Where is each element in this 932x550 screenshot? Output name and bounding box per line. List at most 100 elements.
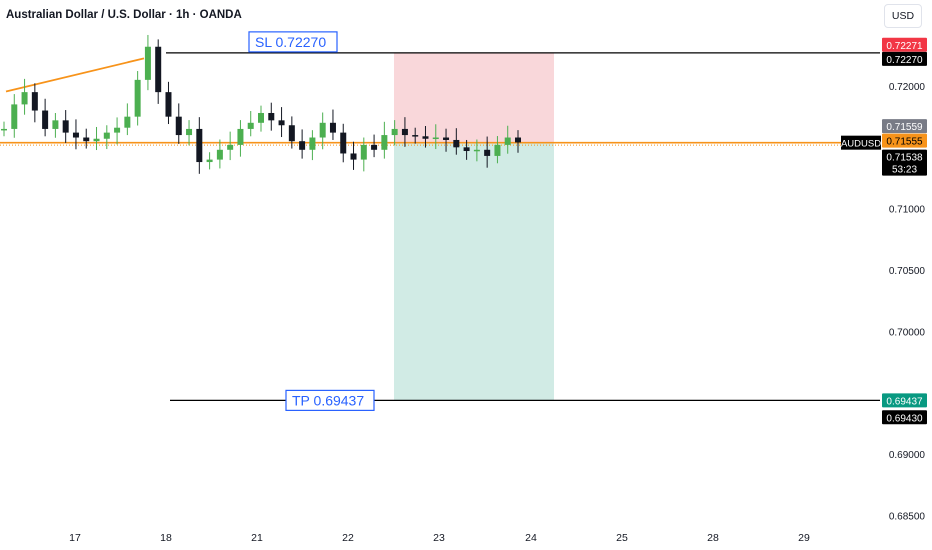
candle-body — [52, 120, 59, 129]
time-tick-label: 22 — [342, 532, 354, 544]
symbol-tag-bg — [841, 135, 881, 150]
symbol-tag-label: AUDUSD — [841, 139, 881, 150]
stop-loss-label[interactable]: SL 0.72270 — [248, 31, 338, 53]
price-badge-label: 0.71538 — [886, 153, 923, 164]
level-labels: SL 0.72270 TP 0.69437 — [248, 31, 375, 411]
trendline[interactable] — [5, 57, 145, 93]
candle-body — [494, 144, 501, 156]
candle-body — [237, 128, 244, 145]
price-tick-label: 0.72000 — [889, 82, 926, 93]
candle-body — [186, 128, 193, 136]
candle-body — [155, 46, 162, 93]
candle-body — [412, 135, 419, 137]
price-badge-label: 0.71559 — [886, 122, 923, 133]
candle-body — [329, 122, 336, 133]
candle-body — [422, 136, 429, 139]
candle-body — [247, 122, 254, 129]
reward-zone — [394, 142, 554, 401]
take-profit-label-box — [285, 389, 375, 411]
time-tick-label: 17 — [69, 532, 81, 544]
stop-loss-label-box — [248, 31, 338, 53]
candle-body — [443, 137, 450, 140]
candle-body — [453, 139, 460, 148]
candle-body — [11, 104, 18, 129]
price-badge: 0.69430 — [882, 410, 927, 425]
price-badge-label: 0.71555 — [886, 137, 923, 148]
time-axis: 17 18 21 22 23 24 25 28 29 — [69, 532, 810, 544]
price-badge-label: 0.72270 — [886, 55, 923, 66]
candle-body — [268, 112, 275, 121]
candle-body — [258, 112, 264, 123]
price-badge: 0.72270 — [882, 51, 927, 66]
currency-selector-button[interactable]: USD — [884, 4, 922, 28]
price-tick-label: 0.68500 — [889, 511, 926, 522]
candle-body — [288, 125, 295, 142]
price-badge: 0.69437 — [882, 393, 927, 408]
price-badge-bg — [882, 51, 927, 66]
price-axis: 0.72000 0.71000 0.70500 0.70000 0.69000 0.685… — [841, 37, 927, 522]
price-badge-label: 0.72271 — [886, 41, 923, 52]
stop-loss-label-text: SL 0.72270 — [255, 34, 326, 50]
candle-body — [504, 137, 511, 145]
price-badge-label: 0.69437 — [886, 396, 923, 407]
price-badge: 0.71555 — [882, 133, 927, 148]
price-badge: 0.72271 — [882, 37, 927, 52]
time-tick-label: 25 — [616, 532, 628, 544]
price-badge-bg — [882, 37, 927, 52]
price-tick-label: 0.70500 — [889, 266, 926, 277]
price-badge-bg — [882, 393, 927, 408]
price-badge-bg — [882, 410, 927, 425]
candle-body — [124, 116, 131, 128]
candle-body — [371, 144, 378, 150]
candle-body — [515, 137, 521, 143]
symbol-tag: AUDUSD — [841, 135, 881, 150]
candle-body — [381, 135, 388, 150]
price-badge-bg — [882, 133, 927, 148]
candle-body — [62, 120, 69, 133]
candle-body — [484, 149, 491, 156]
time-tick-label: 24 — [525, 532, 537, 544]
candle-body — [391, 128, 398, 136]
candle-body — [309, 137, 316, 150]
candle-body — [473, 149, 480, 152]
candle-body — [216, 149, 223, 160]
candle-body — [21, 92, 28, 105]
candle-body — [175, 116, 182, 136]
candle-body — [319, 122, 326, 138]
price-badge-bg — [882, 149, 927, 176]
candle-body — [340, 132, 347, 154]
candle-body — [299, 141, 306, 150]
take-profit-label[interactable]: TP 0.69437 — [285, 389, 375, 411]
time-tick-label: 28 — [707, 532, 719, 544]
candle-body — [350, 153, 357, 160]
take-profit-label-text: TP 0.69437 — [292, 392, 364, 408]
candle-body — [401, 128, 408, 136]
price-tick-label: 0.70000 — [889, 327, 926, 338]
candlestick-series — [1, 34, 521, 174]
candle-body — [114, 127, 121, 133]
price-badge-countdown: 53:23 — [892, 165, 917, 176]
candle-body — [31, 92, 38, 111]
candle-body — [144, 46, 151, 80]
risk-zone — [394, 52, 554, 143]
time-tick-label: 18 — [160, 532, 172, 544]
candle-body — [1, 128, 7, 131]
price-badge-label: 0.69430 — [886, 413, 923, 424]
candle-body — [278, 120, 285, 126]
candle-body — [360, 144, 367, 160]
price-badge-bg — [882, 119, 927, 134]
chart-title: Australian Dollar / U.S. Dollar · 1h · O… — [6, 9, 242, 21]
time-tick-label: 23 — [433, 532, 445, 544]
candle-body — [72, 132, 79, 138]
candle-body — [196, 128, 203, 163]
price-tick-label: 0.69000 — [889, 450, 926, 461]
candle-body — [206, 159, 213, 163]
time-tick-label: 21 — [251, 532, 263, 544]
candle-body — [103, 132, 110, 139]
candle-body — [93, 138, 100, 142]
price-tick-label: 0.71000 — [889, 205, 926, 216]
candle-body — [134, 79, 141, 117]
risk-reward-zones — [394, 52, 554, 401]
